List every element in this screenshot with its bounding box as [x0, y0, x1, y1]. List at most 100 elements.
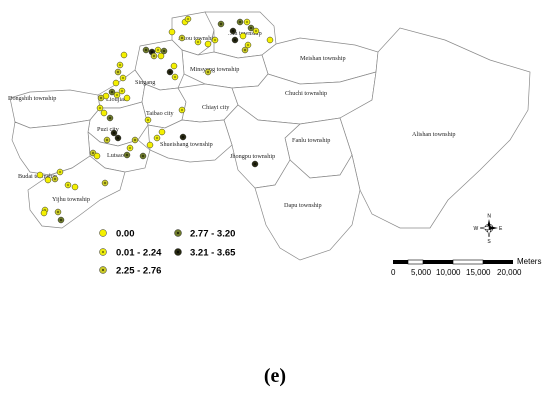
sample-point-center-10 — [246, 21, 248, 23]
legend-item-4: 3.21 - 3.65 — [174, 248, 236, 259]
sample-point-center-12 — [242, 35, 244, 37]
sample-point-center-17 — [269, 39, 271, 41]
compass-needle-north-icon — [487, 219, 491, 228]
sample-point-center-25 — [174, 76, 176, 78]
legend-label-2: 2.25 - 2.76 — [116, 266, 161, 277]
sample-point-center-7 — [220, 23, 222, 25]
legend-label-0: 0.00 — [116, 229, 135, 240]
north-arrow: N S E W — [474, 214, 504, 246]
legend-symbol-center-0 — [102, 232, 104, 234]
sample-point-center-59 — [67, 184, 69, 186]
sample-point-center-19 — [151, 51, 153, 53]
sample-point-center-21 — [153, 55, 155, 57]
township-label-chuchi: Chuchi township — [285, 90, 327, 97]
compass-needle-east-icon — [489, 226, 498, 230]
sample-point-center-63 — [104, 182, 106, 184]
legend-symbol-center-4 — [177, 251, 179, 253]
sample-point-center-5 — [207, 43, 209, 45]
township-label-dongshih: Dongshih township — [8, 95, 56, 102]
sample-point-center-53 — [92, 152, 94, 154]
sample-point-center-1 — [187, 18, 189, 20]
scale-segment-3 — [452, 259, 484, 265]
sample-point-center-41 — [109, 117, 111, 119]
township-label-lutsao: Lutsao — [107, 152, 124, 159]
legend-item-2: 2.25 - 2.76 — [99, 266, 161, 277]
sample-point-center-20 — [157, 49, 159, 51]
legend-item-1: 0.01 - 2.24 — [99, 248, 162, 259]
scale-segment-1 — [407, 259, 424, 265]
sample-point-center-54 — [96, 155, 98, 157]
sample-point-center-50 — [142, 155, 144, 157]
sample-point-center-24 — [173, 65, 175, 67]
sample-point-center-4 — [197, 41, 199, 43]
township-label-puzi: Puzi city — [97, 126, 120, 133]
sample-point-center-45 — [181, 109, 183, 111]
sample-point-center-34 — [116, 94, 118, 96]
sample-point-center-39 — [99, 107, 101, 109]
township-label-shueishang: Shueishang township — [160, 141, 213, 148]
sample-points — [36, 15, 274, 224]
compass-s-label: S — [487, 239, 491, 245]
sample-point-center-49 — [149, 144, 151, 146]
sample-point-center-6 — [214, 39, 216, 41]
compass-needle-west-icon — [479, 225, 490, 231]
sample-point-center-47 — [161, 131, 163, 133]
sample-point-center-36 — [126, 97, 128, 99]
township-label-alishan: Alishan township — [412, 131, 456, 138]
scale-segment-0 — [393, 260, 408, 264]
sample-point-center-61 — [57, 211, 59, 213]
scale-segment-2 — [423, 260, 453, 264]
township-label-lioujiao: Lioujiao — [106, 96, 127, 103]
township-label-taibao: Taibao city — [146, 110, 174, 117]
township-label-yijhu: Yijhu township — [52, 196, 90, 203]
sample-point-center-11 — [250, 27, 252, 29]
sample-point-center-26 — [169, 71, 171, 73]
sample-point-center-16 — [255, 30, 257, 32]
sample-point-center-33 — [111, 91, 113, 93]
sample-point-center-9 — [239, 21, 241, 23]
sample-point-center-38 — [100, 97, 102, 99]
township-label-minsyong: Minsyong township — [190, 66, 239, 73]
township-label-fanlu: Fanlu township — [292, 137, 330, 144]
compass-w-label: W — [474, 226, 479, 232]
sample-point-center-66 — [147, 119, 149, 121]
sample-point-center-65 — [43, 212, 45, 214]
scale-unit-label: Meters — [517, 257, 541, 266]
legend-symbol-center-3 — [177, 232, 179, 234]
scale-bar: Meters 0 5,000 10,000 15,000 20,000 — [391, 257, 541, 277]
sample-point-center-37 — [105, 95, 107, 97]
sample-point-center-42 — [113, 132, 115, 134]
sample-point-center-0 — [184, 21, 186, 23]
township-shape-dapu — [254, 154, 361, 261]
sample-point-center-64 — [60, 219, 62, 221]
township-label-dapu: Dapu township — [284, 202, 322, 209]
sample-point-center-30 — [117, 71, 119, 73]
sample-point-center-51 — [129, 147, 131, 149]
township-shape-yijhu — [27, 155, 126, 229]
township-shape-shueishang — [147, 119, 233, 163]
sample-point-center-60 — [74, 186, 76, 188]
township-label-chiayi: Chiayi city — [202, 104, 230, 111]
scale-tick-1: 5,000 — [411, 268, 432, 277]
legend-label-3: 2.77 - 3.20 — [190, 229, 235, 240]
sample-point-center-14 — [247, 44, 249, 46]
compass-n-label: N — [487, 214, 491, 220]
legend: 0.00 0.01 - 2.24 2.25 - 2.76 2.77 - 3.20 — [99, 229, 236, 277]
sample-point-center-32 — [115, 82, 117, 84]
legend-label-1: 0.01 - 2.24 — [116, 248, 162, 259]
sample-point-center-44 — [106, 139, 108, 141]
scale-tick-2: 10,000 — [436, 268, 461, 277]
sample-point-center-2 — [171, 31, 173, 33]
sample-point-center-18 — [145, 49, 147, 51]
scale-tick-4: 20,000 — [497, 268, 522, 277]
scale-tick-0: 0 — [391, 268, 396, 277]
sample-point-center-58 — [39, 174, 41, 176]
sample-point-center-48 — [156, 137, 158, 139]
township-label-sikou: ...kou township — [178, 35, 216, 42]
sample-point-center-13 — [234, 39, 236, 41]
sample-point-center-40 — [103, 112, 105, 114]
sample-point-center-52 — [126, 154, 128, 156]
sample-point-center-28 — [123, 54, 125, 56]
